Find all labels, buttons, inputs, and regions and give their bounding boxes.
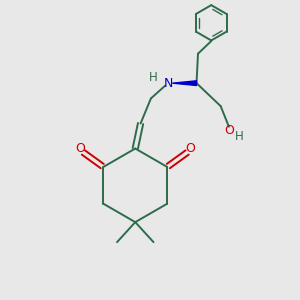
Text: O: O (224, 124, 234, 137)
Text: N: N (164, 77, 173, 90)
Text: H: H (235, 130, 244, 143)
Polygon shape (172, 81, 197, 85)
Text: O: O (75, 142, 85, 155)
Text: O: O (185, 142, 195, 155)
Text: H: H (149, 71, 158, 84)
